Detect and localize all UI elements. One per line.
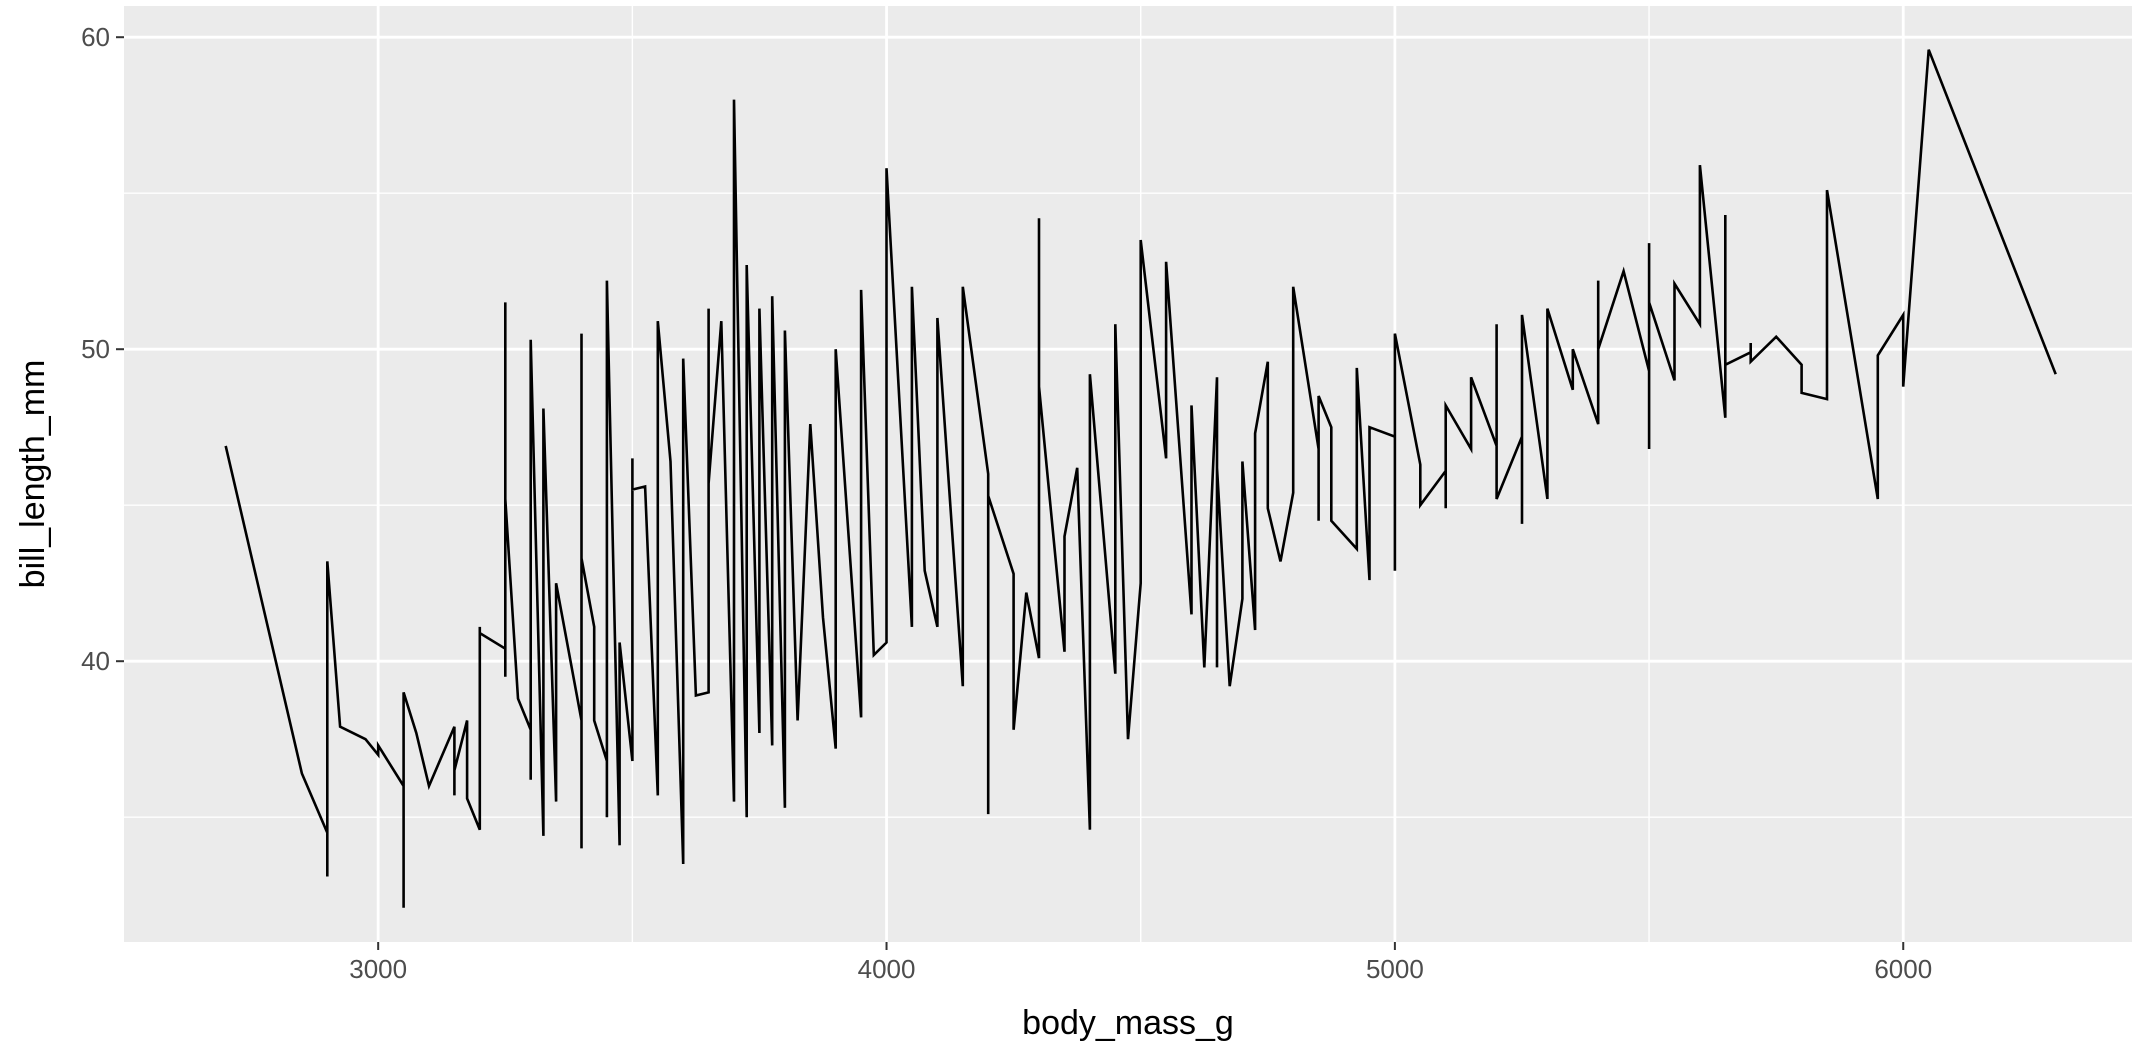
y-tick-label: 60: [81, 22, 110, 52]
series-layer: [224, 49, 2057, 908]
x-tick-label: 5000: [1366, 954, 1424, 984]
plot-panel: [124, 6, 2132, 942]
x-tick-label: 3000: [349, 954, 407, 984]
y-tick-label: 40: [81, 646, 110, 676]
x-tick-label: 6000: [1874, 954, 1932, 984]
series-line: [224, 49, 2057, 908]
minor-gridlines: [124, 6, 2132, 942]
x-axis: 3000 4000 5000 6000: [349, 942, 1932, 984]
y-axis-title: bill_length_mm: [14, 360, 52, 589]
x-axis-title: body_mass_g: [1022, 1004, 1234, 1042]
y-axis: 40 50 60: [81, 22, 124, 676]
y-tick-label: 50: [81, 334, 110, 364]
x-tick-label: 4000: [858, 954, 916, 984]
